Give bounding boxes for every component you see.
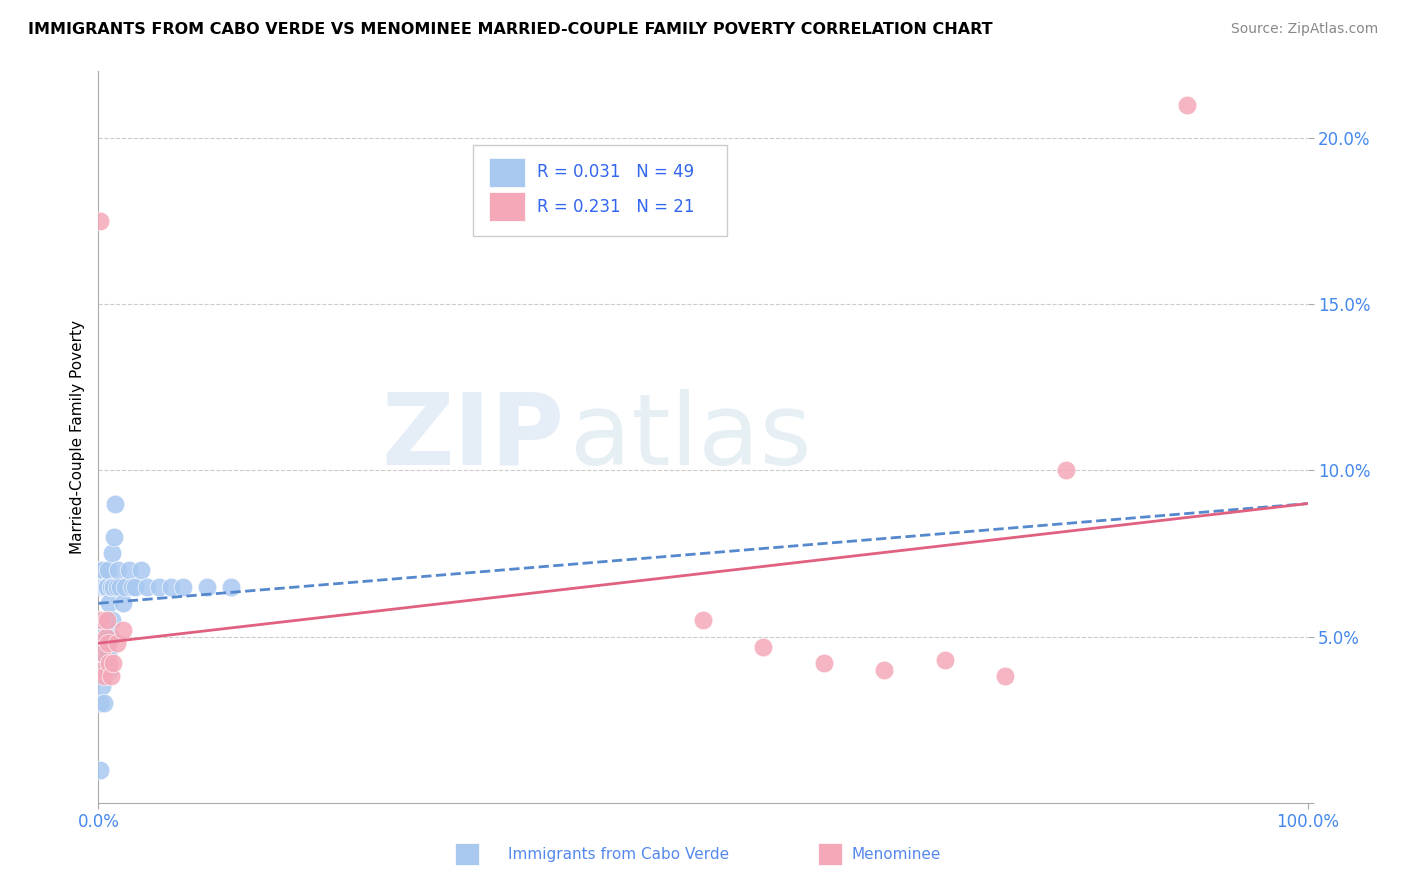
Text: ZIP: ZIP [381, 389, 564, 485]
Point [90, 613, 112, 627]
Point [114, 580, 136, 594]
Point [1175, 97, 1198, 112]
Point [90, 563, 112, 577]
Point [101, 580, 124, 594]
Point [934, 653, 956, 667]
Point [98, 596, 121, 610]
Point [91, 663, 114, 677]
Point [100, 580, 122, 594]
Bar [489, 192, 526, 221]
Point [108, 580, 131, 594]
Point [813, 656, 835, 670]
Point [105, 636, 128, 650]
Point [94, 663, 117, 677]
Point [1054, 463, 1077, 477]
Point [93, 646, 115, 660]
Point [96, 630, 118, 644]
Text: atlas: atlas [569, 389, 811, 485]
Point [91, 563, 114, 577]
Point [752, 640, 775, 654]
Text: IMMIGRANTS FROM CABO VERDE VS MENOMINEE MARRIED-COUPLE FAMILY POVERTY CORRELATIO: IMMIGRANTS FROM CABO VERDE VS MENOMINEE … [28, 22, 993, 37]
Point [994, 669, 1017, 683]
Point [97, 613, 120, 627]
Text: R = 0.231   N = 21: R = 0.231 N = 21 [537, 198, 695, 216]
Point [96, 580, 118, 594]
Point [97, 563, 120, 577]
Y-axis label: Married-Couple Family Poverty: Married-Couple Family Poverty [69, 320, 84, 554]
Point [100, 630, 122, 644]
Point [91, 646, 114, 660]
Point [89, 763, 111, 777]
Point [111, 596, 134, 610]
Point [90, 663, 112, 677]
Point [101, 656, 124, 670]
Point [100, 546, 122, 560]
Point [94, 613, 117, 627]
Point [104, 497, 127, 511]
Text: Menominee: Menominee [852, 847, 941, 862]
Point [97, 646, 120, 660]
Bar [489, 158, 526, 187]
Point [129, 563, 152, 577]
FancyBboxPatch shape [474, 145, 727, 235]
Point [91, 613, 114, 627]
Text: R = 0.031   N = 49: R = 0.031 N = 49 [537, 163, 695, 181]
Point [98, 663, 121, 677]
Point [98, 656, 121, 670]
Point [91, 613, 114, 627]
Point [89, 214, 111, 228]
Point [91, 646, 114, 660]
Point [89, 630, 111, 644]
Point [160, 580, 183, 594]
Point [111, 623, 134, 637]
Point [873, 663, 896, 677]
Bar [818, 843, 842, 865]
Point [90, 613, 112, 627]
Point [121, 580, 143, 594]
Point [103, 530, 125, 544]
Point [96, 613, 118, 627]
Point [91, 680, 114, 694]
Point [94, 630, 117, 644]
Point [105, 580, 128, 594]
Point [97, 636, 120, 650]
Text: Immigrants from Cabo Verde: Immigrants from Cabo Verde [508, 847, 728, 862]
Text: Source: ZipAtlas.com: Source: ZipAtlas.com [1230, 22, 1378, 37]
Point [135, 580, 157, 594]
Point [89, 696, 111, 710]
Point [93, 696, 115, 710]
Point [93, 580, 115, 594]
Point [221, 580, 243, 594]
Point [692, 613, 714, 627]
Point [118, 563, 141, 577]
Point [93, 613, 115, 627]
Bar [456, 843, 479, 865]
Point [107, 563, 129, 577]
Point [100, 613, 122, 627]
Point [91, 663, 114, 677]
Point [172, 580, 194, 594]
Point [93, 669, 115, 683]
Point [148, 580, 170, 594]
Point [91, 580, 114, 594]
Point [195, 580, 218, 594]
Point [94, 580, 117, 594]
Point [124, 580, 146, 594]
Point [100, 669, 122, 683]
